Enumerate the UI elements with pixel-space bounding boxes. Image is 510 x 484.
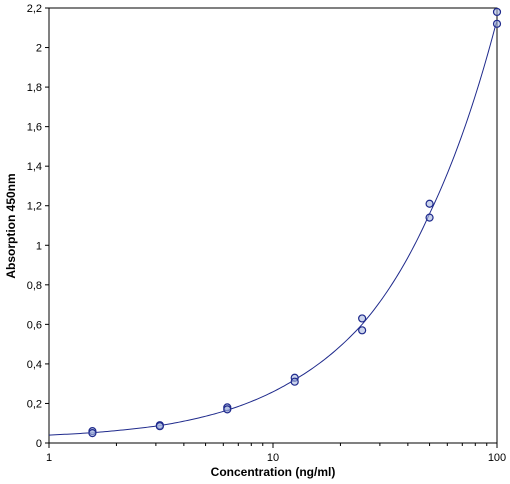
data-point (155, 422, 164, 431)
y-tick-label: 0,6 (27, 319, 42, 331)
y-tick-label: 1 (36, 240, 42, 252)
data-points (88, 7, 502, 438)
y-axis-title: Absorption 450nm (4, 173, 18, 278)
fit-curve (48, 19, 498, 436)
y-tick-label: 1,8 (27, 82, 42, 94)
y-axis-ticks: 0 0,2 0,4 0,6 0,8 1 1,2 1,4 1,6 1,8 2 2,2 (27, 3, 49, 450)
data-point (425, 213, 434, 222)
x-tick-label: 100 (488, 452, 506, 464)
y-tick-label: 0,2 (27, 398, 42, 410)
x-tick-label: 1 (46, 452, 52, 464)
plot-frame (48, 7, 498, 444)
y-tick-label: 1,4 (27, 161, 42, 173)
y-tick-label: 2,2 (27, 3, 42, 15)
data-point (88, 429, 97, 438)
y-tick-label: 0 (36, 438, 42, 450)
data-point (425, 199, 434, 208)
data-point (358, 326, 367, 335)
x-axis-title: Concentration (ng/ml) (211, 465, 336, 479)
data-point (492, 19, 502, 28)
data-point (358, 314, 367, 323)
y-tick-label: 1,2 (27, 201, 42, 213)
y-tick-label: 2 (36, 43, 42, 55)
x-tick-label: 10 (267, 452, 279, 464)
x-axis-ticks: 1 10 100 (46, 443, 506, 464)
data-point (492, 7, 502, 17)
y-tick-label: 1,6 (27, 122, 42, 134)
y-tick-label: 0,4 (27, 359, 42, 371)
y-tick-label: 0,8 (27, 280, 42, 292)
data-point (223, 405, 232, 414)
data-point (290, 377, 299, 386)
